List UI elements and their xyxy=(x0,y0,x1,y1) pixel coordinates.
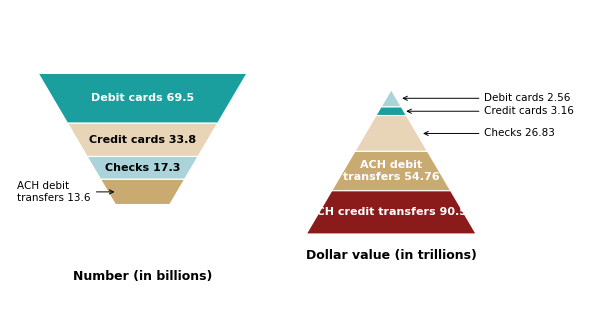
Text: Credit cards 3.16: Credit cards 3.16 xyxy=(407,106,574,116)
Text: ACH debit
transfers 13.6: ACH debit transfers 13.6 xyxy=(17,181,113,203)
Polygon shape xyxy=(376,107,406,116)
Polygon shape xyxy=(101,179,185,204)
Polygon shape xyxy=(355,116,428,151)
Polygon shape xyxy=(87,156,198,179)
Polygon shape xyxy=(381,90,401,107)
Text: Debit cards 2.56: Debit cards 2.56 xyxy=(403,93,571,103)
Polygon shape xyxy=(68,123,218,156)
Polygon shape xyxy=(306,191,476,234)
Text: Dollar value (in trillions): Dollar value (in trillions) xyxy=(306,249,476,262)
Polygon shape xyxy=(38,73,247,123)
Text: ACH debit
transfers 54.76: ACH debit transfers 54.76 xyxy=(343,160,440,182)
Text: Number (in billions): Number (in billions) xyxy=(73,269,212,283)
Text: ACH credit
transfers 9.9: ACH credit transfers 9.9 xyxy=(0,319,1,320)
Polygon shape xyxy=(332,151,451,191)
Text: Debit cards 69.5: Debit cards 69.5 xyxy=(91,93,194,103)
Text: ACH credit transfers 90.54: ACH credit transfers 90.54 xyxy=(308,207,475,217)
Text: Credit cards 33.8: Credit cards 33.8 xyxy=(89,135,196,145)
Text: Checks 26.83: Checks 26.83 xyxy=(424,128,556,139)
Text: Checks 17.3: Checks 17.3 xyxy=(105,163,180,173)
